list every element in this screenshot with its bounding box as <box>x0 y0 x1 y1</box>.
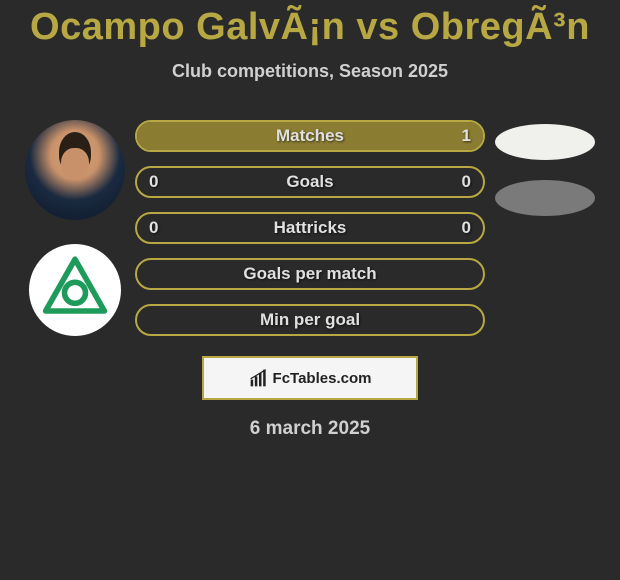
player1-avatar <box>25 120 125 220</box>
comparison-ellipse <box>495 180 595 216</box>
stat-label: Goals per match <box>243 264 376 284</box>
stat-right-value: 1 <box>462 126 471 146</box>
branding-box: FcTables.com <box>202 356 418 400</box>
stat-row: Goals per match <box>135 258 485 290</box>
stat-label: Min per goal <box>260 310 360 330</box>
stat-left-value: 0 <box>149 172 158 192</box>
stat-row: 0 Hattricks 0 <box>135 212 485 244</box>
subtitle: Club competitions, Season 2025 <box>172 61 448 82</box>
stats-list: Matches 1 0 Goals 0 0 Hattricks 0 Goals per matc… <box>135 120 485 336</box>
page-title: Ocampo GalvÃ¡n vs ObregÃ³n <box>30 6 590 49</box>
stat-left-value: 0 <box>149 218 158 238</box>
player2-club-logo <box>29 244 121 336</box>
club-logo-icon <box>40 255 110 325</box>
chart-icon <box>249 368 269 388</box>
branding-text: FcTables.com <box>273 370 372 387</box>
stat-label: Goals <box>286 172 333 192</box>
right-column <box>485 120 605 216</box>
left-column <box>15 120 135 336</box>
content-area: Matches 1 0 Goals 0 0 Hattricks 0 Goals per matc… <box>0 120 620 336</box>
stat-row: 0 Goals 0 <box>135 166 485 198</box>
stat-label: Matches <box>276 126 344 146</box>
comparison-ellipse <box>495 124 595 160</box>
stat-row: Matches 1 <box>135 120 485 152</box>
stat-label: Hattricks <box>274 218 347 238</box>
stat-row: Min per goal <box>135 304 485 336</box>
date-text: 6 march 2025 <box>250 418 370 440</box>
stat-right-value: 0 <box>462 172 471 192</box>
stat-right-value: 0 <box>462 218 471 238</box>
